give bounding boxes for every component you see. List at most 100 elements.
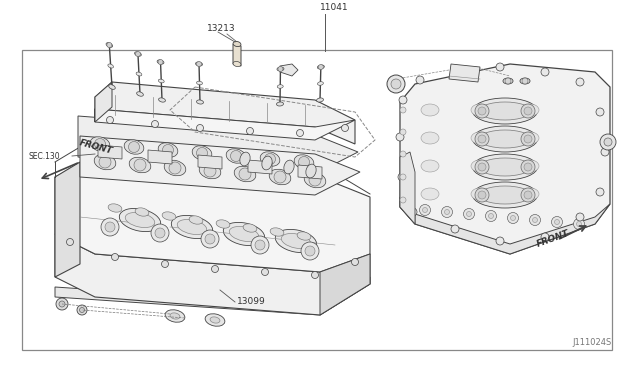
- Text: J111024S: J111024S: [572, 338, 611, 347]
- Circle shape: [422, 208, 428, 212]
- Circle shape: [451, 66, 459, 74]
- Circle shape: [278, 67, 283, 71]
- Circle shape: [301, 242, 319, 260]
- Circle shape: [99, 156, 111, 168]
- Ellipse shape: [277, 67, 284, 71]
- Ellipse shape: [297, 232, 311, 240]
- Circle shape: [196, 61, 202, 67]
- Circle shape: [442, 206, 452, 218]
- Circle shape: [342, 125, 349, 131]
- Circle shape: [475, 188, 489, 202]
- Ellipse shape: [472, 182, 538, 208]
- Ellipse shape: [471, 160, 489, 172]
- Circle shape: [305, 246, 315, 256]
- Ellipse shape: [243, 224, 257, 232]
- Circle shape: [400, 129, 406, 135]
- Ellipse shape: [270, 228, 284, 236]
- Circle shape: [161, 260, 168, 267]
- Circle shape: [573, 218, 584, 230]
- Polygon shape: [320, 254, 370, 315]
- Ellipse shape: [136, 72, 142, 76]
- Ellipse shape: [157, 60, 164, 64]
- Circle shape: [521, 160, 535, 174]
- Text: FRONT: FRONT: [78, 138, 113, 156]
- Ellipse shape: [164, 160, 186, 176]
- Ellipse shape: [503, 78, 513, 84]
- Ellipse shape: [108, 64, 113, 68]
- Ellipse shape: [199, 163, 221, 179]
- Ellipse shape: [90, 137, 110, 151]
- Circle shape: [169, 162, 181, 174]
- Circle shape: [351, 259, 358, 266]
- Polygon shape: [400, 152, 415, 224]
- Polygon shape: [80, 136, 360, 195]
- Ellipse shape: [240, 152, 250, 166]
- Circle shape: [262, 269, 269, 276]
- Circle shape: [496, 63, 504, 71]
- Ellipse shape: [317, 82, 323, 85]
- Ellipse shape: [260, 152, 280, 166]
- Ellipse shape: [421, 160, 439, 172]
- Circle shape: [478, 163, 486, 171]
- Ellipse shape: [129, 157, 151, 173]
- Circle shape: [505, 78, 511, 84]
- Circle shape: [445, 209, 449, 215]
- Circle shape: [486, 211, 497, 221]
- Ellipse shape: [479, 158, 531, 176]
- Ellipse shape: [137, 92, 143, 96]
- Circle shape: [496, 237, 504, 245]
- Circle shape: [541, 233, 549, 241]
- Ellipse shape: [262, 156, 272, 170]
- Polygon shape: [55, 159, 370, 272]
- Circle shape: [554, 219, 559, 224]
- Circle shape: [541, 68, 549, 76]
- Ellipse shape: [196, 81, 202, 85]
- Circle shape: [56, 298, 68, 310]
- Circle shape: [163, 144, 173, 155]
- Polygon shape: [78, 116, 358, 175]
- Circle shape: [387, 75, 405, 93]
- Ellipse shape: [165, 310, 185, 322]
- Ellipse shape: [134, 52, 141, 56]
- Polygon shape: [400, 204, 610, 254]
- Polygon shape: [233, 44, 241, 66]
- Circle shape: [274, 171, 286, 183]
- Ellipse shape: [177, 219, 207, 234]
- Circle shape: [151, 224, 169, 242]
- Circle shape: [205, 234, 215, 244]
- Circle shape: [398, 173, 406, 181]
- Polygon shape: [298, 165, 322, 179]
- Polygon shape: [449, 64, 480, 82]
- Circle shape: [79, 308, 84, 312]
- Circle shape: [511, 215, 515, 221]
- Ellipse shape: [106, 43, 113, 47]
- Ellipse shape: [94, 154, 116, 170]
- Ellipse shape: [471, 132, 489, 144]
- Ellipse shape: [159, 98, 165, 102]
- Ellipse shape: [306, 164, 316, 178]
- Ellipse shape: [109, 85, 115, 89]
- Ellipse shape: [226, 149, 246, 163]
- Ellipse shape: [135, 208, 149, 216]
- Circle shape: [478, 107, 486, 115]
- Bar: [22, 50, 612, 350]
- Ellipse shape: [276, 102, 284, 106]
- Circle shape: [463, 208, 474, 219]
- Circle shape: [111, 253, 118, 260]
- Ellipse shape: [158, 143, 178, 157]
- Circle shape: [596, 108, 604, 116]
- Circle shape: [522, 78, 528, 84]
- Polygon shape: [95, 109, 355, 140]
- Ellipse shape: [269, 169, 291, 185]
- Ellipse shape: [471, 104, 489, 116]
- Circle shape: [524, 135, 532, 143]
- Circle shape: [478, 191, 486, 199]
- Polygon shape: [280, 64, 298, 76]
- Circle shape: [400, 151, 406, 157]
- Ellipse shape: [472, 98, 538, 124]
- Circle shape: [600, 134, 616, 150]
- Ellipse shape: [472, 126, 538, 152]
- Circle shape: [129, 141, 140, 153]
- Circle shape: [101, 218, 119, 236]
- Text: 13213: 13213: [207, 24, 236, 33]
